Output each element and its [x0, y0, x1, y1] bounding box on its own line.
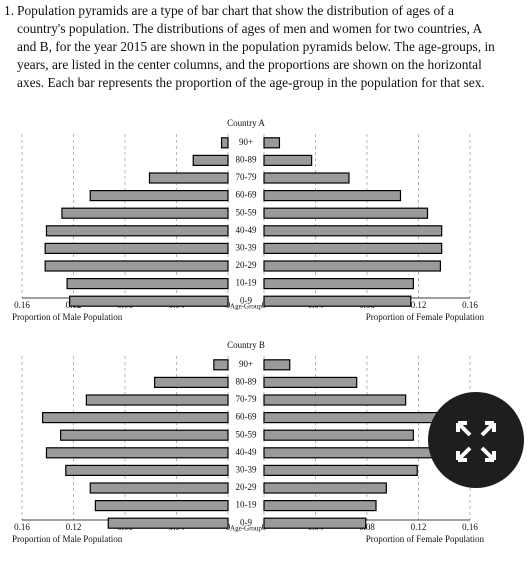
- bar: [65, 464, 229, 476]
- pyramid-chart: Country B000.040.040.080.080.120.120.160…: [12, 340, 484, 544]
- age-group-label: 20-29: [236, 260, 257, 270]
- age-group-label: 70-79: [236, 394, 257, 404]
- expand-icon[interactable]: [456, 421, 496, 462]
- bar: [263, 278, 414, 290]
- bar: [263, 207, 429, 219]
- bar: [263, 412, 443, 424]
- bar: [154, 376, 229, 388]
- x-axis-title-right: Proportion of Female Population: [366, 312, 485, 322]
- bar: [66, 278, 229, 290]
- x-axis-title-right: Proportion of Female Population: [366, 534, 485, 544]
- bar: [220, 137, 229, 149]
- bar: [61, 207, 229, 219]
- bar: [89, 190, 229, 202]
- bar: [44, 242, 229, 254]
- age-group-label: 30-39: [236, 242, 257, 252]
- bar: [263, 517, 367, 529]
- pyramid-chart: Country A000.040.040.080.080.120.120.160…: [12, 118, 484, 322]
- age-group-label: 40-49: [236, 225, 257, 235]
- age-group-label: 10-19: [236, 278, 257, 288]
- bar: [45, 225, 229, 237]
- question-text: Population pyramids are a type of bar ch…: [17, 3, 495, 90]
- bar: [263, 429, 414, 441]
- age-group-label: 80-89: [236, 154, 257, 164]
- bar: [263, 172, 350, 184]
- bar: [263, 137, 281, 149]
- bar: [89, 482, 229, 494]
- age-group-label: 20-29: [236, 482, 257, 492]
- bar: [94, 500, 229, 512]
- age-group-label: 30-39: [236, 464, 257, 474]
- age-group-label: 50-59: [236, 207, 257, 217]
- bar: [263, 500, 377, 512]
- age-group-label: 70-79: [236, 172, 257, 182]
- bar: [263, 376, 358, 388]
- bar: [263, 394, 407, 406]
- question: 1. Population pyramids are a type of bar…: [4, 2, 504, 92]
- question-number: 1.: [4, 3, 15, 18]
- age-group-label: 60-69: [236, 190, 257, 200]
- bar: [263, 482, 387, 494]
- age-group-label: 50-59: [236, 429, 257, 439]
- bar: [192, 154, 229, 166]
- bar: [263, 190, 402, 202]
- x-tick-label: 0.08: [359, 522, 375, 532]
- age-group-label: 60-69: [236, 412, 257, 422]
- x-tick-label: 0.12: [411, 300, 427, 310]
- chart-title: Country A: [227, 118, 265, 128]
- age-group-label: 40-49: [236, 447, 257, 457]
- bar: [85, 394, 229, 406]
- chart-title: Country B: [227, 340, 265, 350]
- expand-button[interactable]: [428, 392, 524, 488]
- age-group-label: 80-89: [236, 376, 257, 386]
- x-axis-title-left: Proportion of Male Population: [12, 534, 123, 544]
- center-label: Age-Group: [230, 525, 262, 533]
- x-tick-label: 0.16: [462, 522, 478, 532]
- bar: [263, 295, 412, 307]
- x-tick-label: 0.12: [411, 522, 427, 532]
- bar: [44, 260, 229, 272]
- x-tick-label: 0.12: [66, 522, 82, 532]
- bar: [41, 412, 229, 424]
- age-group-label: 90+: [239, 359, 253, 369]
- bar: [263, 154, 313, 166]
- age-group-label: 10-19: [236, 500, 257, 510]
- age-group-label: 0-9: [240, 295, 252, 305]
- x-tick-label: 0.16: [14, 300, 30, 310]
- bar: [69, 295, 229, 307]
- bar: [45, 447, 229, 459]
- x-tick-label: 0.16: [462, 300, 478, 310]
- center-label: Age-Group: [230, 303, 262, 311]
- x-axis-title-left: Proportion of Male Population: [12, 312, 123, 322]
- bar: [263, 464, 418, 476]
- bar: [107, 517, 229, 529]
- bar: [263, 359, 291, 371]
- x-tick-label: 0.16: [14, 522, 30, 532]
- bar: [213, 359, 229, 371]
- bar: [263, 447, 444, 459]
- bar: [263, 225, 443, 237]
- bar: [263, 260, 441, 272]
- bar: [148, 172, 229, 184]
- bar: [60, 429, 229, 441]
- age-group-label: 90+: [239, 137, 253, 147]
- bar: [263, 242, 443, 254]
- age-group-label: 0-9: [240, 517, 252, 527]
- expand-circle[interactable]: [428, 392, 524, 488]
